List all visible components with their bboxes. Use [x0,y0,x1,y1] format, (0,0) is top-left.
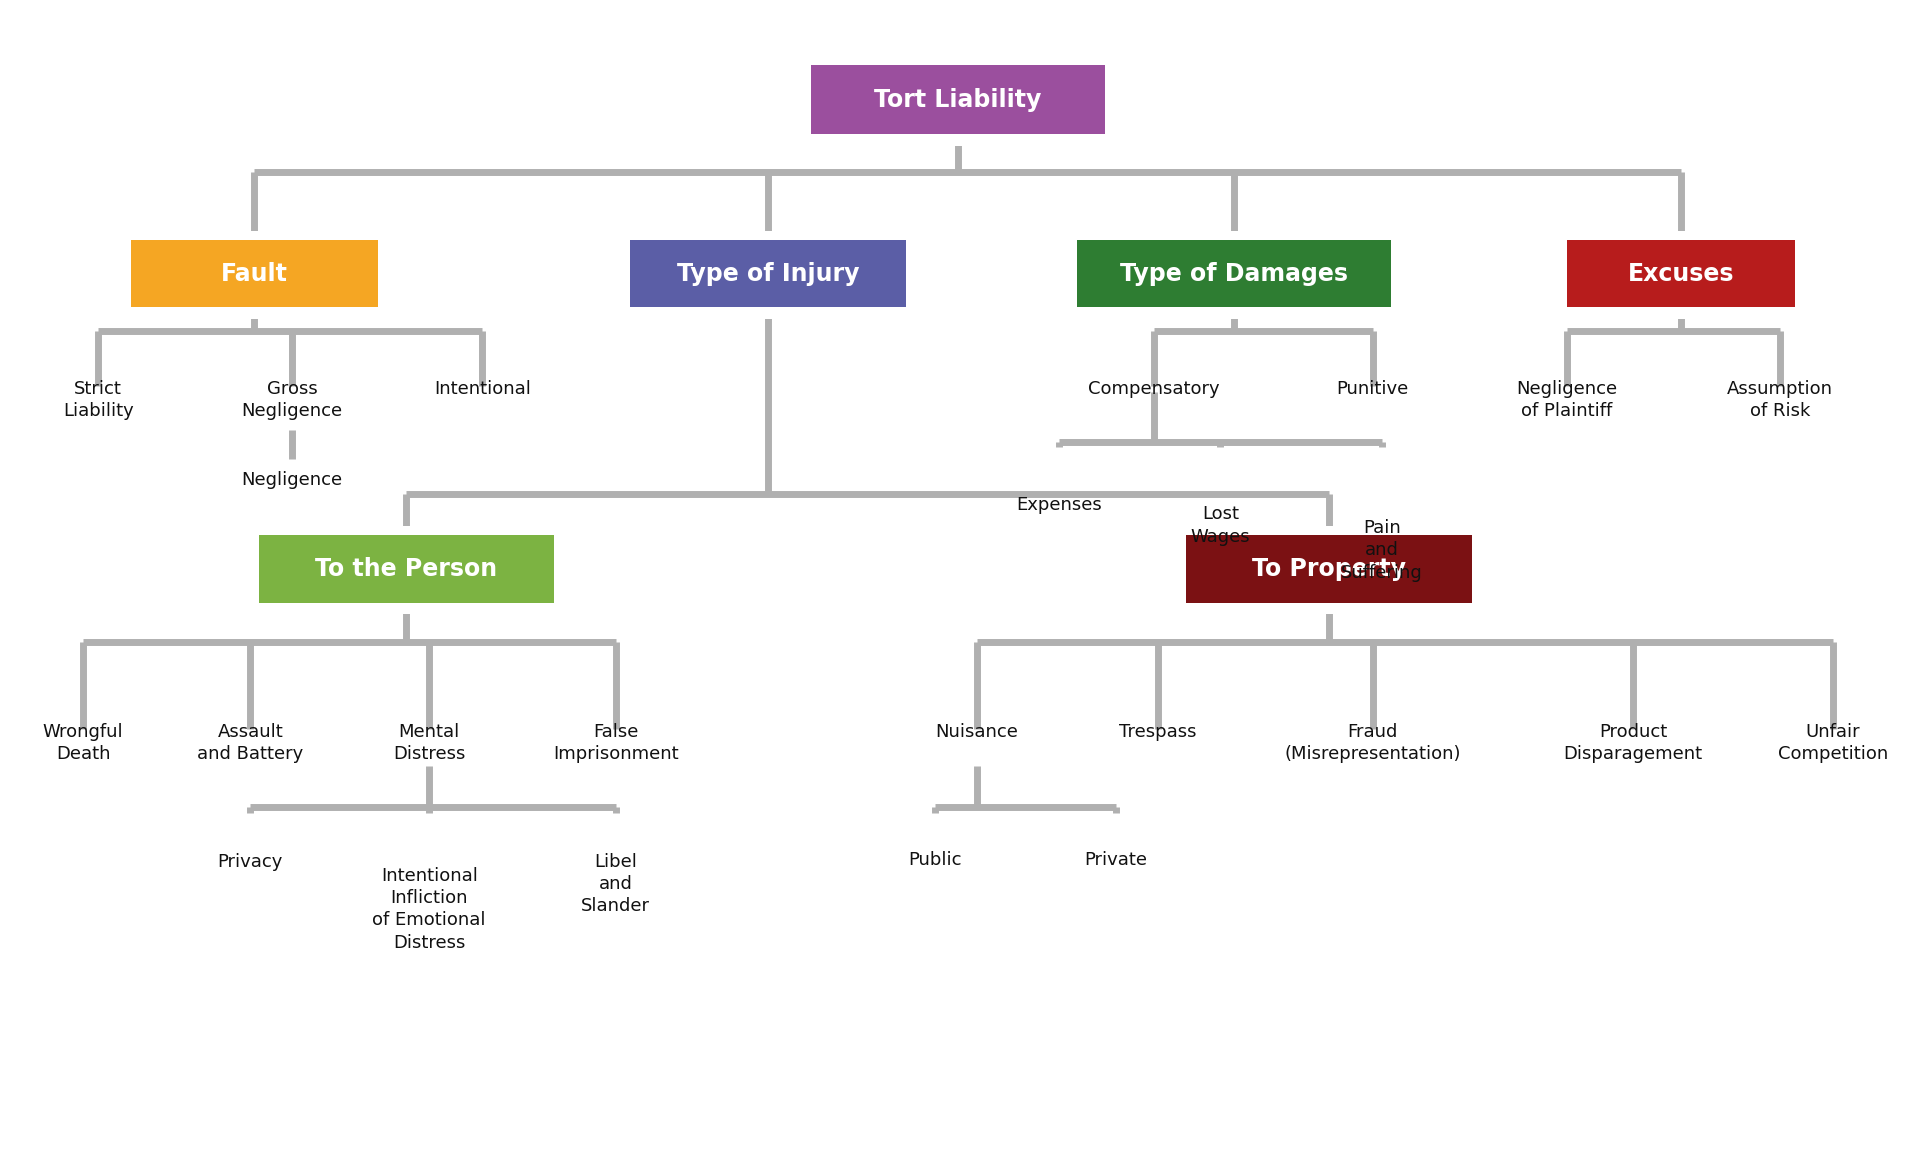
Text: Negligence
of Plaintiff: Negligence of Plaintiff [1516,380,1617,420]
Text: Privacy: Privacy [218,853,284,872]
Text: Negligence: Negligence [241,470,343,489]
FancyBboxPatch shape [795,55,1121,145]
Text: Assumption
of Risk: Assumption of Risk [1726,380,1834,420]
FancyBboxPatch shape [1086,249,1401,317]
FancyBboxPatch shape [1577,249,1805,317]
Text: Libel
and
Slander: Libel and Slander [581,853,650,915]
FancyBboxPatch shape [243,527,569,615]
FancyBboxPatch shape [1196,544,1481,612]
FancyBboxPatch shape [268,544,563,612]
FancyBboxPatch shape [640,249,916,317]
FancyBboxPatch shape [1567,240,1795,307]
Text: Type of Damages: Type of Damages [1119,262,1347,285]
Text: To the Person: To the Person [316,557,498,581]
Text: Wrongful
Death: Wrongful Death [42,724,123,764]
Text: Type of Injury: Type of Injury [676,262,858,285]
Text: Compensatory: Compensatory [1088,380,1220,398]
FancyBboxPatch shape [1061,231,1406,319]
Text: Unfair
Competition: Unfair Competition [1778,724,1887,764]
Text: Fault: Fault [220,262,287,285]
Text: Lost
Wages: Lost Wages [1190,506,1251,545]
Text: Expenses: Expenses [1015,496,1102,514]
Text: Mental
Distress: Mental Distress [393,724,466,764]
Text: Tort Liability: Tort Liability [874,88,1042,111]
Text: Strict
Liability: Strict Liability [63,380,134,420]
Text: Intentional
Infliction
of Emotional
Distress: Intentional Infliction of Emotional Dist… [372,867,487,951]
FancyBboxPatch shape [820,74,1115,144]
Text: Fraud
(Misrepresentation): Fraud (Misrepresentation) [1284,724,1460,764]
Text: False
Imprisonment: False Imprisonment [554,724,678,764]
Text: Intentional: Intentional [435,380,531,398]
Text: Pain
and
Suffering: Pain and Suffering [1341,520,1424,582]
Text: Nuisance: Nuisance [935,724,1019,741]
Text: Private: Private [1084,850,1148,869]
Text: Public: Public [908,850,962,869]
FancyBboxPatch shape [810,65,1106,135]
Text: Gross
Negligence: Gross Negligence [241,380,343,420]
FancyBboxPatch shape [259,536,554,603]
FancyBboxPatch shape [1171,527,1487,615]
FancyBboxPatch shape [140,249,387,317]
FancyBboxPatch shape [630,240,906,307]
Text: Punitive: Punitive [1337,380,1408,398]
Text: To Property: To Property [1251,557,1406,581]
FancyBboxPatch shape [1552,231,1811,319]
FancyBboxPatch shape [130,240,377,307]
Text: Assault
and Battery: Assault and Battery [197,724,303,764]
Text: Trespass: Trespass [1119,724,1196,741]
FancyBboxPatch shape [1186,536,1471,603]
FancyBboxPatch shape [615,231,922,319]
FancyBboxPatch shape [1077,240,1391,307]
FancyBboxPatch shape [115,231,393,319]
Text: Excuses: Excuses [1627,262,1734,285]
Text: Product
Disparagement: Product Disparagement [1563,724,1703,764]
